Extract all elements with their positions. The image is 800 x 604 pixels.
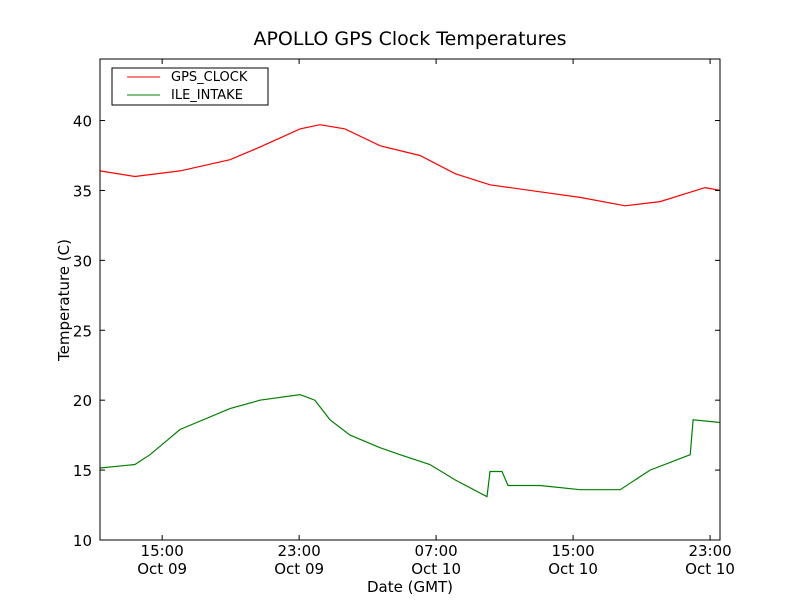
x-tick-label: Oct 10 [685, 560, 735, 578]
series-line-ile-intake [99, 393, 721, 498]
chart-title: APOLLO GPS Clock Temperatures [253, 28, 566, 50]
x-tick-label: Oct 10 [548, 560, 598, 578]
x-tick-label: 15:00 [141, 542, 184, 560]
x-tick-label: 15:00 [551, 542, 594, 560]
x-tick-label: Oct 09 [137, 560, 187, 578]
legend-label-gps-clock: GPS_CLOCK [171, 70, 248, 85]
x-tick-label: Oct 10 [411, 560, 461, 578]
y-tick-label: 35 [73, 182, 92, 200]
y-tick-label: 25 [73, 322, 92, 340]
x-tick-label: 23:00 [688, 542, 731, 560]
legend-box [111, 67, 269, 106]
legend-label-ile-intake: ILE_INTAKE [171, 88, 243, 103]
legend: GPS_CLOCK ILE_INTAKE [111, 67, 269, 106]
x-tick-label: 23:00 [278, 542, 321, 560]
x-tick-label: 07:00 [414, 542, 457, 560]
y-tick-label: 15 [73, 462, 92, 480]
plot-area-frame [99, 58, 721, 541]
y-tick-label: 40 [73, 113, 92, 131]
y-axis-label: Temperature (C) [55, 239, 73, 362]
x-tick-label: Oct 09 [274, 560, 324, 578]
y-tick-label: 30 [73, 252, 92, 270]
y-tick-label: 10 [73, 532, 92, 550]
series-line-gps-clock [99, 124, 721, 207]
y-tick-label: 20 [73, 392, 92, 410]
x-axis-label: Date (GMT) [367, 578, 453, 596]
